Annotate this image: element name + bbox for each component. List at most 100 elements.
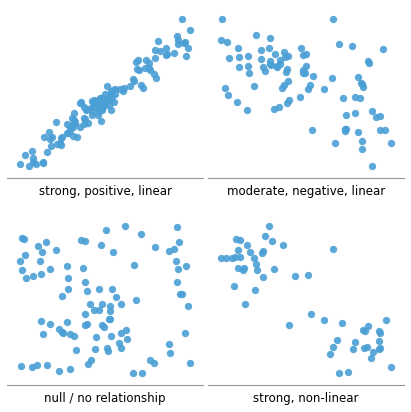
Point: [99, 300, 106, 307]
Point: [92, 346, 99, 353]
Point: [95, 108, 102, 115]
Point: [379, 46, 386, 53]
Point: [138, 230, 145, 237]
Point: [376, 113, 383, 119]
Point: [52, 246, 59, 253]
Point: [69, 124, 76, 130]
Point: [118, 345, 124, 351]
Point: [108, 333, 114, 339]
Point: [275, 103, 282, 110]
Point: [377, 126, 383, 133]
Point: [355, 74, 361, 80]
Point: [93, 333, 100, 340]
Point: [369, 349, 376, 355]
Point: [339, 320, 345, 326]
Point: [273, 63, 280, 70]
Point: [218, 254, 224, 261]
Point: [260, 247, 266, 254]
Point: [58, 329, 65, 335]
Point: [233, 99, 240, 105]
Point: [67, 124, 74, 131]
Point: [236, 64, 242, 70]
Point: [257, 56, 264, 62]
Point: [104, 83, 110, 89]
Point: [359, 81, 365, 87]
Point: [267, 35, 273, 42]
Point: [104, 97, 111, 104]
Point: [69, 121, 76, 128]
Point: [143, 56, 149, 63]
Point: [327, 350, 333, 357]
Point: [124, 335, 130, 342]
Point: [266, 61, 273, 68]
Point: [321, 85, 327, 92]
Point: [269, 238, 275, 244]
Point: [383, 317, 390, 323]
Point: [175, 41, 181, 47]
Point: [101, 91, 108, 97]
Point: [272, 50, 279, 57]
Point: [332, 140, 338, 147]
Point: [55, 368, 62, 375]
Point: [84, 119, 91, 126]
Point: [105, 348, 112, 355]
Point: [367, 355, 374, 362]
Point: [37, 258, 43, 265]
Point: [156, 48, 163, 54]
Point: [89, 108, 95, 115]
Point: [150, 71, 157, 77]
Point: [34, 362, 41, 368]
Point: [131, 78, 138, 84]
Point: [236, 237, 243, 243]
Point: [87, 301, 93, 308]
Point: [233, 236, 240, 243]
X-axis label: strong, non-linear: strong, non-linear: [253, 392, 358, 405]
Point: [277, 57, 283, 64]
Point: [102, 97, 108, 103]
Point: [166, 340, 173, 347]
Point: [155, 37, 162, 44]
Point: [175, 239, 182, 245]
Point: [145, 65, 152, 71]
Point: [182, 52, 189, 59]
Point: [309, 126, 315, 133]
Point: [252, 286, 259, 293]
Point: [91, 307, 97, 313]
Point: [72, 119, 78, 125]
Point: [253, 32, 260, 38]
Point: [76, 124, 83, 131]
Point: [83, 106, 90, 112]
Point: [373, 114, 379, 120]
Point: [60, 330, 66, 337]
Point: [376, 338, 383, 344]
Point: [177, 291, 184, 297]
Point: [245, 53, 252, 59]
Point: [102, 101, 109, 108]
Point: [90, 99, 97, 106]
Point: [89, 112, 95, 119]
Point: [112, 91, 118, 98]
Point: [82, 238, 88, 245]
Point: [131, 261, 137, 268]
Point: [152, 75, 159, 81]
Point: [106, 315, 113, 322]
Point: [46, 136, 53, 142]
Point: [73, 134, 80, 140]
Point: [138, 82, 144, 88]
Point: [39, 249, 45, 255]
Point: [171, 246, 178, 253]
Point: [113, 294, 120, 301]
Point: [72, 347, 79, 353]
Point: [181, 40, 187, 47]
Point: [92, 103, 99, 110]
Point: [122, 223, 128, 229]
Point: [81, 121, 88, 128]
Point: [167, 350, 173, 356]
Point: [98, 95, 104, 101]
Point: [57, 140, 63, 147]
Point: [387, 140, 394, 147]
Point: [259, 250, 265, 257]
Point: [71, 110, 77, 117]
Point: [362, 327, 368, 334]
Point: [283, 68, 289, 75]
